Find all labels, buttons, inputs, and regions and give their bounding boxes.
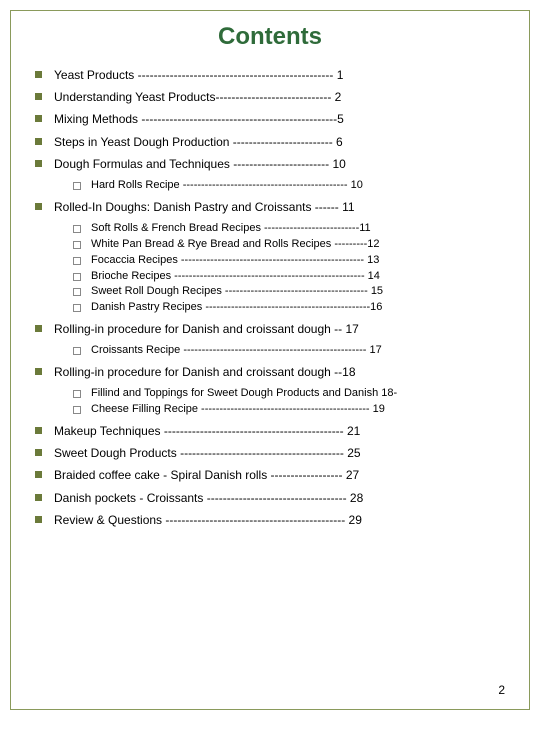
page-frame: Contents Yeast Products ----------------… bbox=[10, 10, 530, 710]
toc-sub-item-text: Cheese Filling Recipe ------------------… bbox=[91, 402, 505, 417]
square-bullet-icon bbox=[35, 138, 42, 145]
square-bullet-icon bbox=[35, 471, 42, 478]
toc-sub-item: Hard Rolls Recipe ----------------------… bbox=[73, 178, 505, 193]
square-bullet-icon bbox=[35, 516, 42, 523]
toc-item: Yeast Products -------------------------… bbox=[35, 67, 505, 83]
toc-item-text: Braided coffee cake - Spiral Danish roll… bbox=[54, 467, 505, 483]
toc-sub-item-text: Fillind and Toppings for Sweet Dough Pro… bbox=[91, 386, 505, 401]
square-bullet-icon bbox=[35, 71, 42, 78]
square-bullet-icon bbox=[35, 93, 42, 100]
hollow-square-bullet-icon bbox=[73, 347, 81, 355]
hollow-square-bullet-icon bbox=[73, 288, 81, 296]
hollow-square-bullet-icon bbox=[73, 182, 81, 190]
toc-item-text: Mixing Methods -------------------------… bbox=[54, 111, 505, 127]
toc-item: Rolled-In Doughs: Danish Pastry and Croi… bbox=[35, 199, 505, 215]
toc-item-text: Understanding Yeast Products------------… bbox=[54, 89, 505, 105]
hollow-square-bullet-icon bbox=[73, 241, 81, 249]
toc-sub-item: Soft Rolls & French Bread Recipes ------… bbox=[73, 221, 505, 236]
toc-sub-item-text: White Pan Bread & Rye Bread and Rolls Re… bbox=[91, 237, 505, 252]
toc-sub-item: Sweet Roll Dough Recipes ---------------… bbox=[73, 284, 505, 299]
toc-item-text: Review & Questions ---------------------… bbox=[54, 512, 505, 528]
hollow-square-bullet-icon bbox=[73, 257, 81, 265]
toc-item-text: Rolling-in procedure for Danish and croi… bbox=[54, 364, 505, 380]
toc-sub-item-text: Soft Rolls & French Bread Recipes ------… bbox=[91, 221, 505, 236]
page-title: Contents bbox=[35, 23, 505, 51]
toc-sub-item: Brioche Recipes ------------------------… bbox=[73, 269, 505, 284]
toc-sub-item-text: Brioche Recipes ------------------------… bbox=[91, 269, 505, 284]
toc-item: Review & Questions ---------------------… bbox=[35, 512, 505, 528]
square-bullet-icon bbox=[35, 325, 42, 332]
toc-sub-block: Fillind and Toppings for Sweet Dough Pro… bbox=[73, 386, 505, 417]
toc-item-text: Makeup Techniques ----------------------… bbox=[54, 423, 505, 439]
toc-sub-item: White Pan Bread & Rye Bread and Rolls Re… bbox=[73, 237, 505, 252]
toc-sub-item-text: Sweet Roll Dough Recipes ---------------… bbox=[91, 284, 505, 299]
toc-sub-item: Danish Pastry Recipes ------------------… bbox=[73, 300, 505, 315]
toc-sub-block: Croissants Recipe ----------------------… bbox=[73, 343, 505, 358]
toc-sub-item-text: Focaccia Recipes -----------------------… bbox=[91, 253, 505, 268]
toc-item: Mixing Methods -------------------------… bbox=[35, 111, 505, 127]
hollow-square-bullet-icon bbox=[73, 273, 81, 281]
toc-item-text: Sweet Dough Products -------------------… bbox=[54, 445, 505, 461]
toc-item-text: Yeast Products -------------------------… bbox=[54, 67, 505, 83]
toc-item: Rolling-in procedure for Danish and croi… bbox=[35, 321, 505, 337]
toc-item-text: Rolling-in procedure for Danish and croi… bbox=[54, 321, 505, 337]
toc-item-text: Danish pockets - Croissants ------------… bbox=[54, 490, 505, 506]
toc-item: Danish pockets - Croissants ------------… bbox=[35, 490, 505, 506]
square-bullet-icon bbox=[35, 203, 42, 210]
square-bullet-icon bbox=[35, 427, 42, 434]
toc-item: Steps in Yeast Dough Production --------… bbox=[35, 134, 505, 150]
toc-sub-item: Fillind and Toppings for Sweet Dough Pro… bbox=[73, 386, 505, 401]
toc-item: Makeup Techniques ----------------------… bbox=[35, 423, 505, 439]
hollow-square-bullet-icon bbox=[73, 406, 81, 414]
toc-sub-block: Hard Rolls Recipe ----------------------… bbox=[73, 178, 505, 193]
square-bullet-icon bbox=[35, 368, 42, 375]
toc-item: Dough Formulas and Techniques ----------… bbox=[35, 156, 505, 172]
hollow-square-bullet-icon bbox=[73, 304, 81, 312]
square-bullet-icon bbox=[35, 115, 42, 122]
toc-sub-item-text: Danish Pastry Recipes ------------------… bbox=[91, 300, 505, 315]
toc-sub-block: Soft Rolls & French Bread Recipes ------… bbox=[73, 221, 505, 315]
toc-item-text: Steps in Yeast Dough Production --------… bbox=[54, 134, 505, 150]
hollow-square-bullet-icon bbox=[73, 390, 81, 398]
page-number: 2 bbox=[498, 683, 505, 697]
toc-section: Yeast Products -------------------------… bbox=[35, 67, 505, 528]
toc-sub-item: Croissants Recipe ----------------------… bbox=[73, 343, 505, 358]
square-bullet-icon bbox=[35, 449, 42, 456]
toc-sub-item: Focaccia Recipes -----------------------… bbox=[73, 253, 505, 268]
toc-sub-item: Cheese Filling Recipe ------------------… bbox=[73, 402, 505, 417]
toc-sub-item-text: Croissants Recipe ----------------------… bbox=[91, 343, 505, 358]
toc-item: Sweet Dough Products -------------------… bbox=[35, 445, 505, 461]
toc-item: Rolling-in procedure for Danish and croi… bbox=[35, 364, 505, 380]
hollow-square-bullet-icon bbox=[73, 225, 81, 233]
toc-item: Understanding Yeast Products------------… bbox=[35, 89, 505, 105]
square-bullet-icon bbox=[35, 160, 42, 167]
toc-item-text: Dough Formulas and Techniques ----------… bbox=[54, 156, 505, 172]
toc-sub-item-text: Hard Rolls Recipe ----------------------… bbox=[91, 178, 505, 193]
toc-item-text: Rolled-In Doughs: Danish Pastry and Croi… bbox=[54, 199, 505, 215]
toc-item: Braided coffee cake - Spiral Danish roll… bbox=[35, 467, 505, 483]
square-bullet-icon bbox=[35, 494, 42, 501]
